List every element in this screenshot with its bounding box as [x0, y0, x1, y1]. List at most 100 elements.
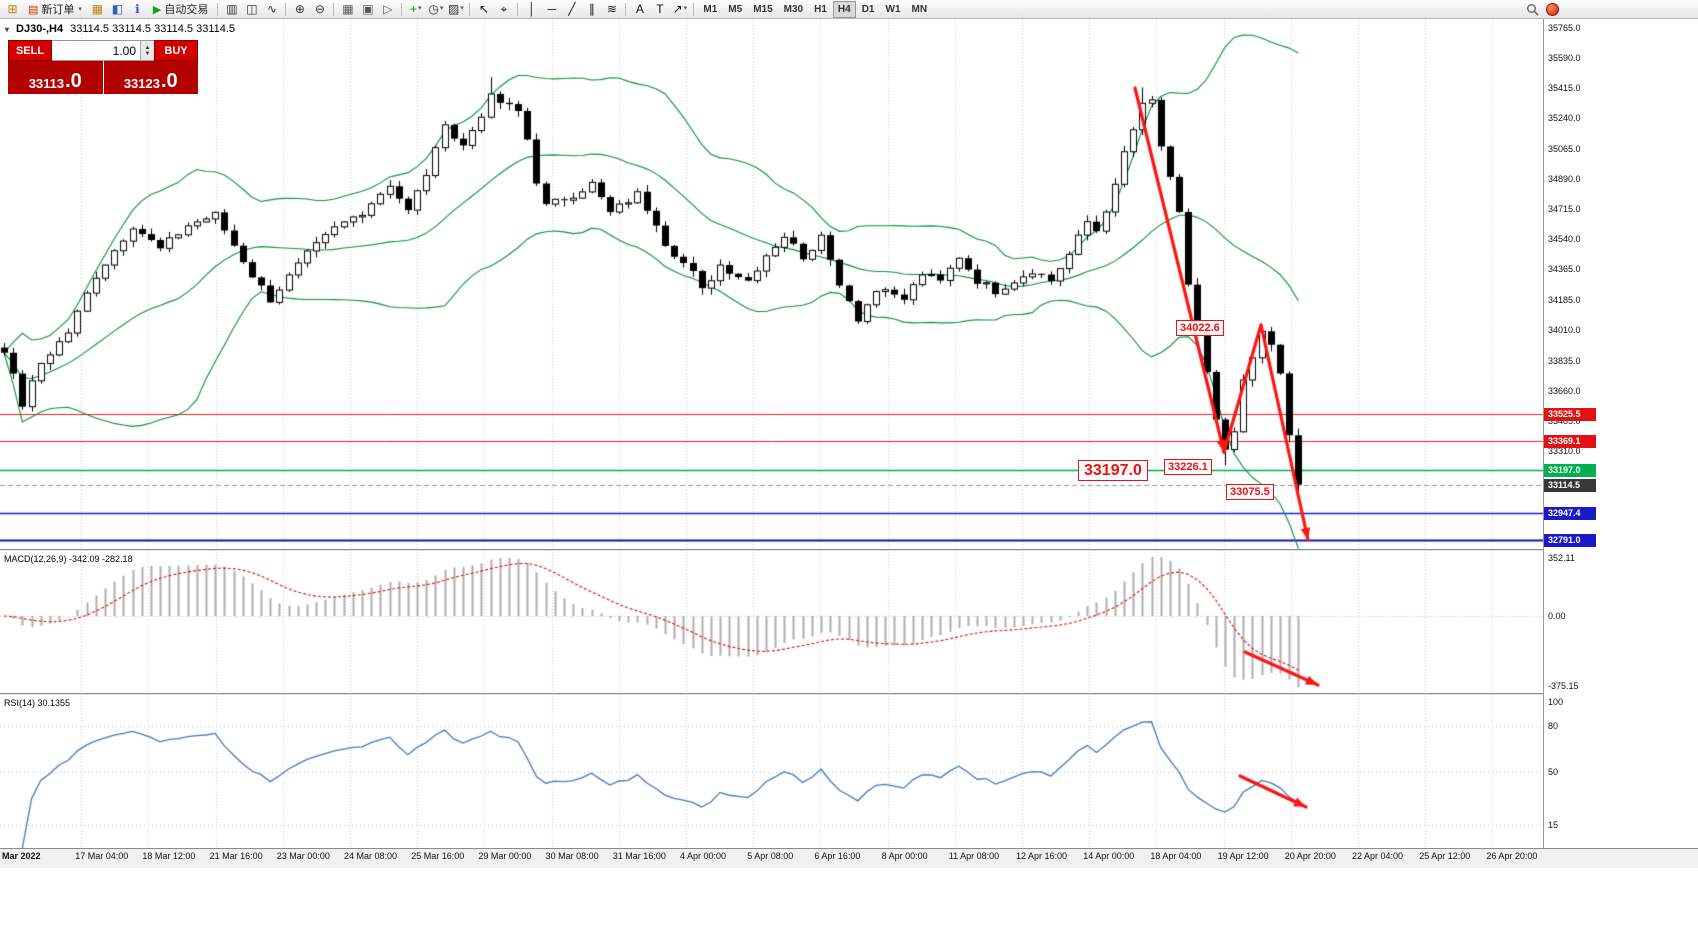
price-chart-canvas[interactable] [0, 19, 1543, 549]
periods-icon[interactable]: ◷ ▾ [428, 2, 444, 16]
price-tag[interactable]: 33525.5 [1544, 407, 1596, 421]
volume-value[interactable]: 1.00 [112, 43, 136, 58]
notification-icon[interactable] [1546, 2, 1559, 16]
tf-m1[interactable]: M1 [703, 3, 718, 15]
arrows-tool-icon[interactable]: ↗ ▾ [672, 2, 688, 16]
price-annotation[interactable]: 33226.1 [1164, 459, 1212, 475]
toolbar-right-group [1526, 2, 1559, 16]
price-tick: 34540.0 [1548, 234, 1581, 245]
buy-price[interactable]: 33123.0 [103, 61, 198, 94]
bar-chart-icon[interactable]: ▥ [226, 2, 238, 16]
tf-m5[interactable]: M5 [728, 3, 743, 15]
sell-price[interactable]: 33113.0 [8, 61, 103, 94]
time-axis[interactable] [0, 848, 1698, 868]
chart-ohlc-header: ▾ DJ30-,H4 33114.5 33114.5 33114.5 33114… [5, 23, 235, 35]
tf-m30[interactable]: M30 [783, 3, 804, 15]
toolbar-separator [401, 2, 403, 16]
autotrading-button-label: 自动交易 [164, 4, 209, 16]
buy-button[interactable]: BUY [154, 40, 198, 61]
macd-axis-label: 0.00 [1548, 611, 1566, 621]
time-label: 25 Mar 16:00 [411, 851, 465, 861]
indicators-icon[interactable]: + ▾ [410, 2, 422, 16]
panel-divider-macd[interactable] [0, 549, 1698, 552]
tf-h4[interactable]: H4 [832, 0, 856, 18]
horizontal-line-icon[interactable]: ─ [547, 2, 557, 16]
toolbar-separator [693, 2, 695, 16]
time-label: 17 Mar 04:00 [75, 851, 129, 861]
new-order-button-icon: ▤ [28, 3, 39, 16]
price-tick: 35065.0 [1548, 143, 1581, 154]
macd-label: MACD(12,26,9) -342.09 -282.18 [4, 554, 133, 564]
chart-shift-icon[interactable]: ▷ [383, 2, 393, 16]
rsi-label: RSI(14) 30.1355 [4, 698, 71, 708]
time-label: 24 Mar 08:00 [344, 851, 398, 861]
data-window-icon[interactable]: ℹ [135, 2, 140, 16]
text-label-icon[interactable]: T [656, 2, 664, 16]
tile-windows-icon[interactable]: ▦ [342, 2, 354, 16]
price-tag[interactable]: 33114.5 [1544, 478, 1596, 492]
new-chart-icon[interactable]: ⊞ [7, 2, 18, 16]
tf-h1[interactable]: H1 [814, 3, 827, 15]
price-annotation[interactable]: 33197.0 [1078, 460, 1148, 481]
price-tick: 34365.0 [1548, 264, 1581, 275]
crosshair-icon[interactable]: ⌖ [500, 2, 508, 16]
volume-down-icon[interactable]: ▼ [144, 50, 151, 57]
trendline-icon[interactable]: ╱ [568, 2, 576, 16]
candlestick-chart-icon[interactable]: ◫ [246, 2, 258, 16]
toolbar-separator [469, 2, 471, 16]
vertical-line-icon[interactable]: │ [528, 2, 536, 16]
price-tick: 34890.0 [1548, 173, 1581, 184]
price-annotation[interactable]: 34022.6 [1176, 320, 1224, 336]
zoom-in-icon[interactable]: ⊕ [294, 2, 305, 16]
cursor-icon[interactable]: ↖ [478, 2, 489, 16]
toolbar-separator [285, 2, 287, 16]
price-annotation[interactable]: 33075.5 [1226, 484, 1274, 500]
macd-chart-canvas[interactable] [0, 552, 1543, 693]
symbol-dropdown-icon[interactable]: ▾ [5, 24, 10, 34]
price-tick: 33835.0 [1548, 355, 1581, 366]
toolbar-separator [625, 2, 627, 16]
tf-w1[interactable]: W1 [885, 3, 901, 15]
price-axis[interactable] [1544, 19, 1698, 848]
text-icon[interactable]: A [635, 2, 644, 16]
time-label: 23 Mar 00:00 [276, 851, 330, 861]
toolbar-separator [517, 2, 519, 16]
volume-up-icon[interactable]: ▲ [144, 44, 151, 51]
time-label: 8 Apr 00:00 [881, 851, 928, 861]
market-watch-icon[interactable]: ◧ [111, 2, 124, 16]
line-chart-icon[interactable]: ∿ [266, 2, 277, 16]
volume-stepper[interactable]: 1.00 ▲ ▼ [52, 40, 154, 61]
templates-icon[interactable]: ▨ ▾ [447, 2, 464, 16]
price-tag[interactable]: 33197.0 [1544, 464, 1596, 478]
charts-icon[interactable]: ▦ [91, 2, 104, 16]
price-tag[interactable]: 32791.0 [1544, 534, 1596, 548]
time-label: 6 Apr 16:00 [814, 851, 861, 861]
price-tag[interactable]: 32947.4 [1544, 507, 1596, 521]
time-label: 20 Apr 20:00 [1284, 851, 1336, 861]
price-tick: 34185.0 [1548, 295, 1581, 306]
tf-m15[interactable]: M15 [753, 3, 773, 15]
fibonacci-icon[interactable]: ≋ [606, 2, 617, 16]
equidistant-channel-icon[interactable]: ∥ [588, 2, 595, 16]
price-tick: 35415.0 [1548, 83, 1581, 94]
tf-mn[interactable]: MN [911, 3, 928, 15]
sell-button[interactable]: SELL [8, 40, 52, 61]
price-tick: 35765.0 [1548, 22, 1581, 33]
price-tick: 35240.0 [1548, 113, 1581, 124]
rsi-axis-label: 50 [1548, 767, 1559, 777]
panel-divider-rsi[interactable] [0, 693, 1698, 696]
time-label: 21 Mar 16:00 [209, 851, 263, 861]
macd-axis-label: -375.15 [1548, 681, 1579, 691]
search-icon[interactable] [1526, 3, 1539, 16]
zoom-out-icon[interactable]: ⊖ [314, 2, 325, 16]
volume-spinner[interactable]: ▲ ▼ [140, 41, 154, 60]
cascade-windows-icon[interactable]: ▣ [362, 2, 374, 16]
tf-d1[interactable]: D1 [861, 3, 875, 15]
new-order-button[interactable]: ▤ 新订单 ▾ [23, 1, 87, 17]
price-tag[interactable]: 33369.1 [1544, 434, 1596, 448]
rsi-chart-canvas[interactable] [0, 696, 1543, 848]
time-label: 26 Apr 20:00 [1486, 851, 1538, 861]
time-label: Mar 2022 [2, 851, 41, 861]
autotrading-button[interactable]: ▶ 自动交易 [148, 1, 213, 17]
